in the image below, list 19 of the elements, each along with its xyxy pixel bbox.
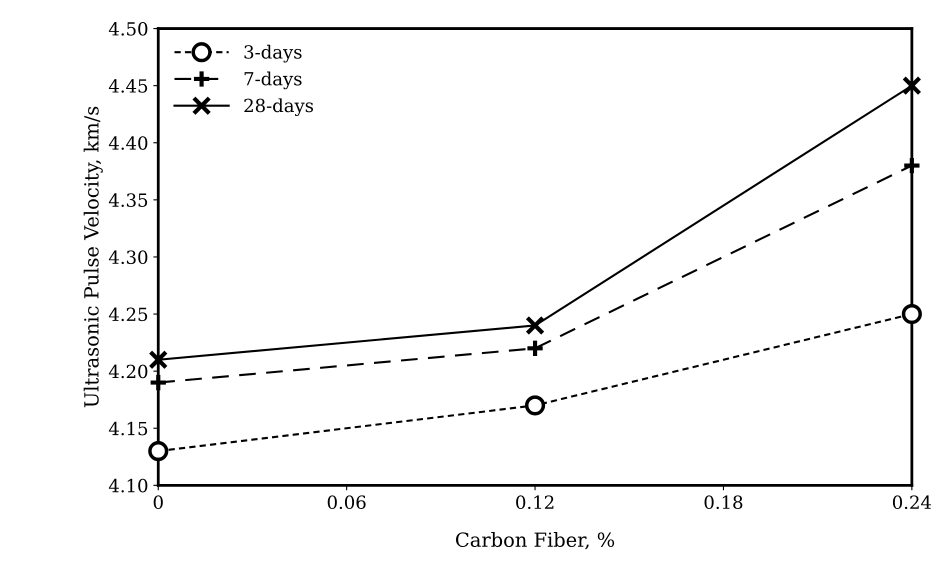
legend-label: 3-days xyxy=(244,44,302,63)
y-tick-label: 4.35 xyxy=(108,193,148,207)
x-tick-label: 0.18 xyxy=(704,495,742,510)
x-tick-label: 0.06 xyxy=(328,495,366,510)
y-tick-label: 4.30 xyxy=(108,250,148,264)
legend-label: 28-days xyxy=(244,98,314,116)
y-tick-label: 4.20 xyxy=(108,364,148,378)
y-axis-title: Ultrasonic Pulse Velocity, km/s xyxy=(84,106,103,408)
y-tick-label: 4.50 xyxy=(108,22,148,36)
y-tick-label: 4.10 xyxy=(108,478,148,492)
y-tick-label: 4.25 xyxy=(108,308,148,322)
x-tick-label: 0.24 xyxy=(892,495,932,510)
x-tick-label: 0 xyxy=(154,495,163,510)
y-tick-label: 4.40 xyxy=(108,136,148,150)
y-tick-label: 4.45 xyxy=(108,79,148,93)
x-tick-label: 0.12 xyxy=(516,495,554,510)
x-axis-title: Carbon Fiber, % xyxy=(456,532,614,550)
y-tick-label: 4.15 xyxy=(108,422,148,436)
legend-label: 7-days xyxy=(244,72,302,90)
